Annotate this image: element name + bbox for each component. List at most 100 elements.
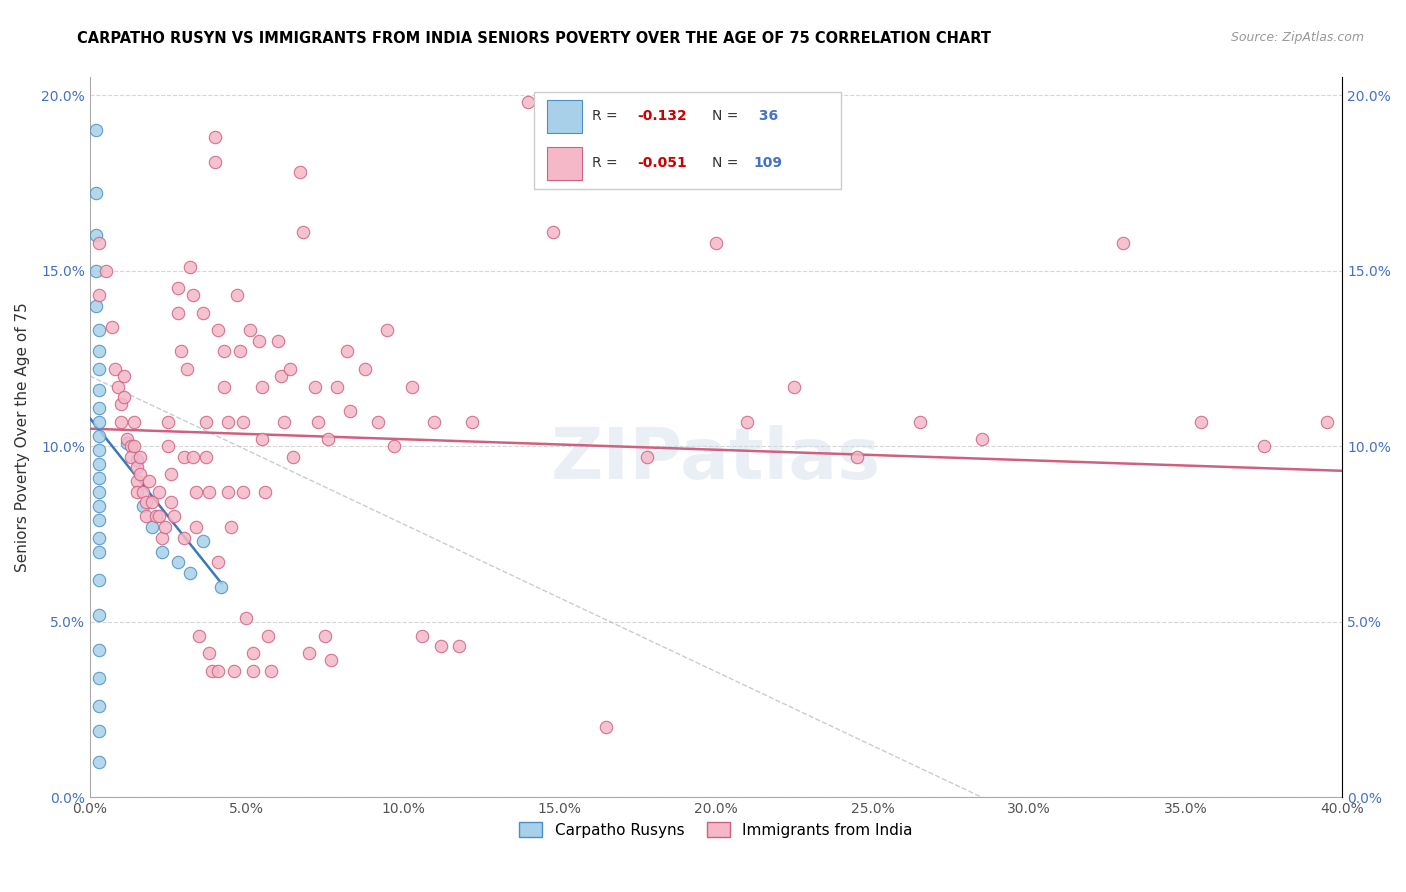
Point [283,450,305,464]
Point [122,439,145,453]
Point [194,450,217,464]
Point [636,450,658,464]
Point [107,379,129,393]
Text: N =: N = [713,156,742,170]
Point [207,555,229,569]
Point [232,484,254,499]
Point [226,288,249,302]
Point [326,379,349,393]
Point [150,531,173,545]
Point [84,299,107,313]
Point [186,520,208,534]
Point [314,629,336,643]
Point [150,544,173,558]
Point [207,664,229,678]
Point [204,130,226,145]
Point [89,235,111,250]
Point [166,306,188,320]
Point [138,475,160,489]
Point [278,362,301,376]
Point [291,225,314,239]
Point [401,379,423,393]
Text: N =: N = [713,109,742,123]
Point [89,428,111,442]
Point [148,484,170,499]
Point [316,432,339,446]
Point [260,664,283,678]
Point [908,415,931,429]
Point [191,306,214,320]
Point [181,450,204,464]
Point [201,664,224,678]
Point [429,640,451,654]
Point [219,520,242,534]
Point [125,475,148,489]
Point [132,499,155,513]
Point [339,404,361,418]
Point [110,415,132,429]
Point [120,450,142,464]
Text: -0.132: -0.132 [637,109,688,123]
Point [132,484,155,499]
Point [84,123,107,137]
Text: CARPATHO RUSYN VS IMMIGRANTS FROM INDIA SENIORS POVERTY OVER THE AGE OF 75 CORRE: CARPATHO RUSYN VS IMMIGRANTS FROM INDIA … [77,31,991,46]
Point [122,415,145,429]
Point [89,573,111,587]
Point [94,263,117,277]
Point [217,484,239,499]
Point [449,640,471,654]
Point [89,671,111,685]
Point [89,383,111,397]
Point [104,362,127,376]
Point [267,334,290,348]
Point [209,580,232,594]
Point [222,664,245,678]
Point [367,415,389,429]
Point [845,450,868,464]
Point [423,415,446,429]
Point [254,484,277,499]
Point [541,225,564,239]
Point [173,531,195,545]
Y-axis label: Seniors Poverty Over the Age of 75: Seniors Poverty Over the Age of 75 [15,302,30,573]
Text: 36: 36 [754,109,778,123]
Point [783,379,806,393]
FancyBboxPatch shape [547,100,582,133]
Point [166,555,188,569]
Point [204,154,226,169]
Point [135,509,157,524]
Point [1253,439,1275,453]
Point [89,323,111,337]
FancyBboxPatch shape [534,92,841,189]
Legend: Carpatho Rusyns, Immigrants from India: Carpatho Rusyns, Immigrants from India [513,816,920,844]
Point [89,513,111,527]
Text: -0.051: -0.051 [637,156,688,170]
Point [1189,415,1212,429]
Point [176,362,198,376]
Point [89,484,111,499]
Point [257,629,280,643]
Point [89,288,111,302]
Point [157,415,180,429]
Point [307,415,329,429]
Point [89,401,111,415]
Point [89,457,111,471]
Point [125,460,148,475]
Point [411,629,433,643]
Point [89,699,111,714]
Point [160,467,183,482]
Point [120,439,142,453]
Point [163,509,186,524]
Point [89,362,111,376]
Point [179,260,201,274]
Text: ZIPatlas: ZIPatlas [551,425,882,493]
Point [141,495,163,509]
Point [232,415,254,429]
Point [169,344,191,359]
Point [84,263,107,277]
Point [112,390,135,404]
Text: 109: 109 [754,156,783,170]
Text: R =: R = [592,109,621,123]
Text: Source: ZipAtlas.com: Source: ZipAtlas.com [1230,31,1364,45]
Point [704,235,727,250]
